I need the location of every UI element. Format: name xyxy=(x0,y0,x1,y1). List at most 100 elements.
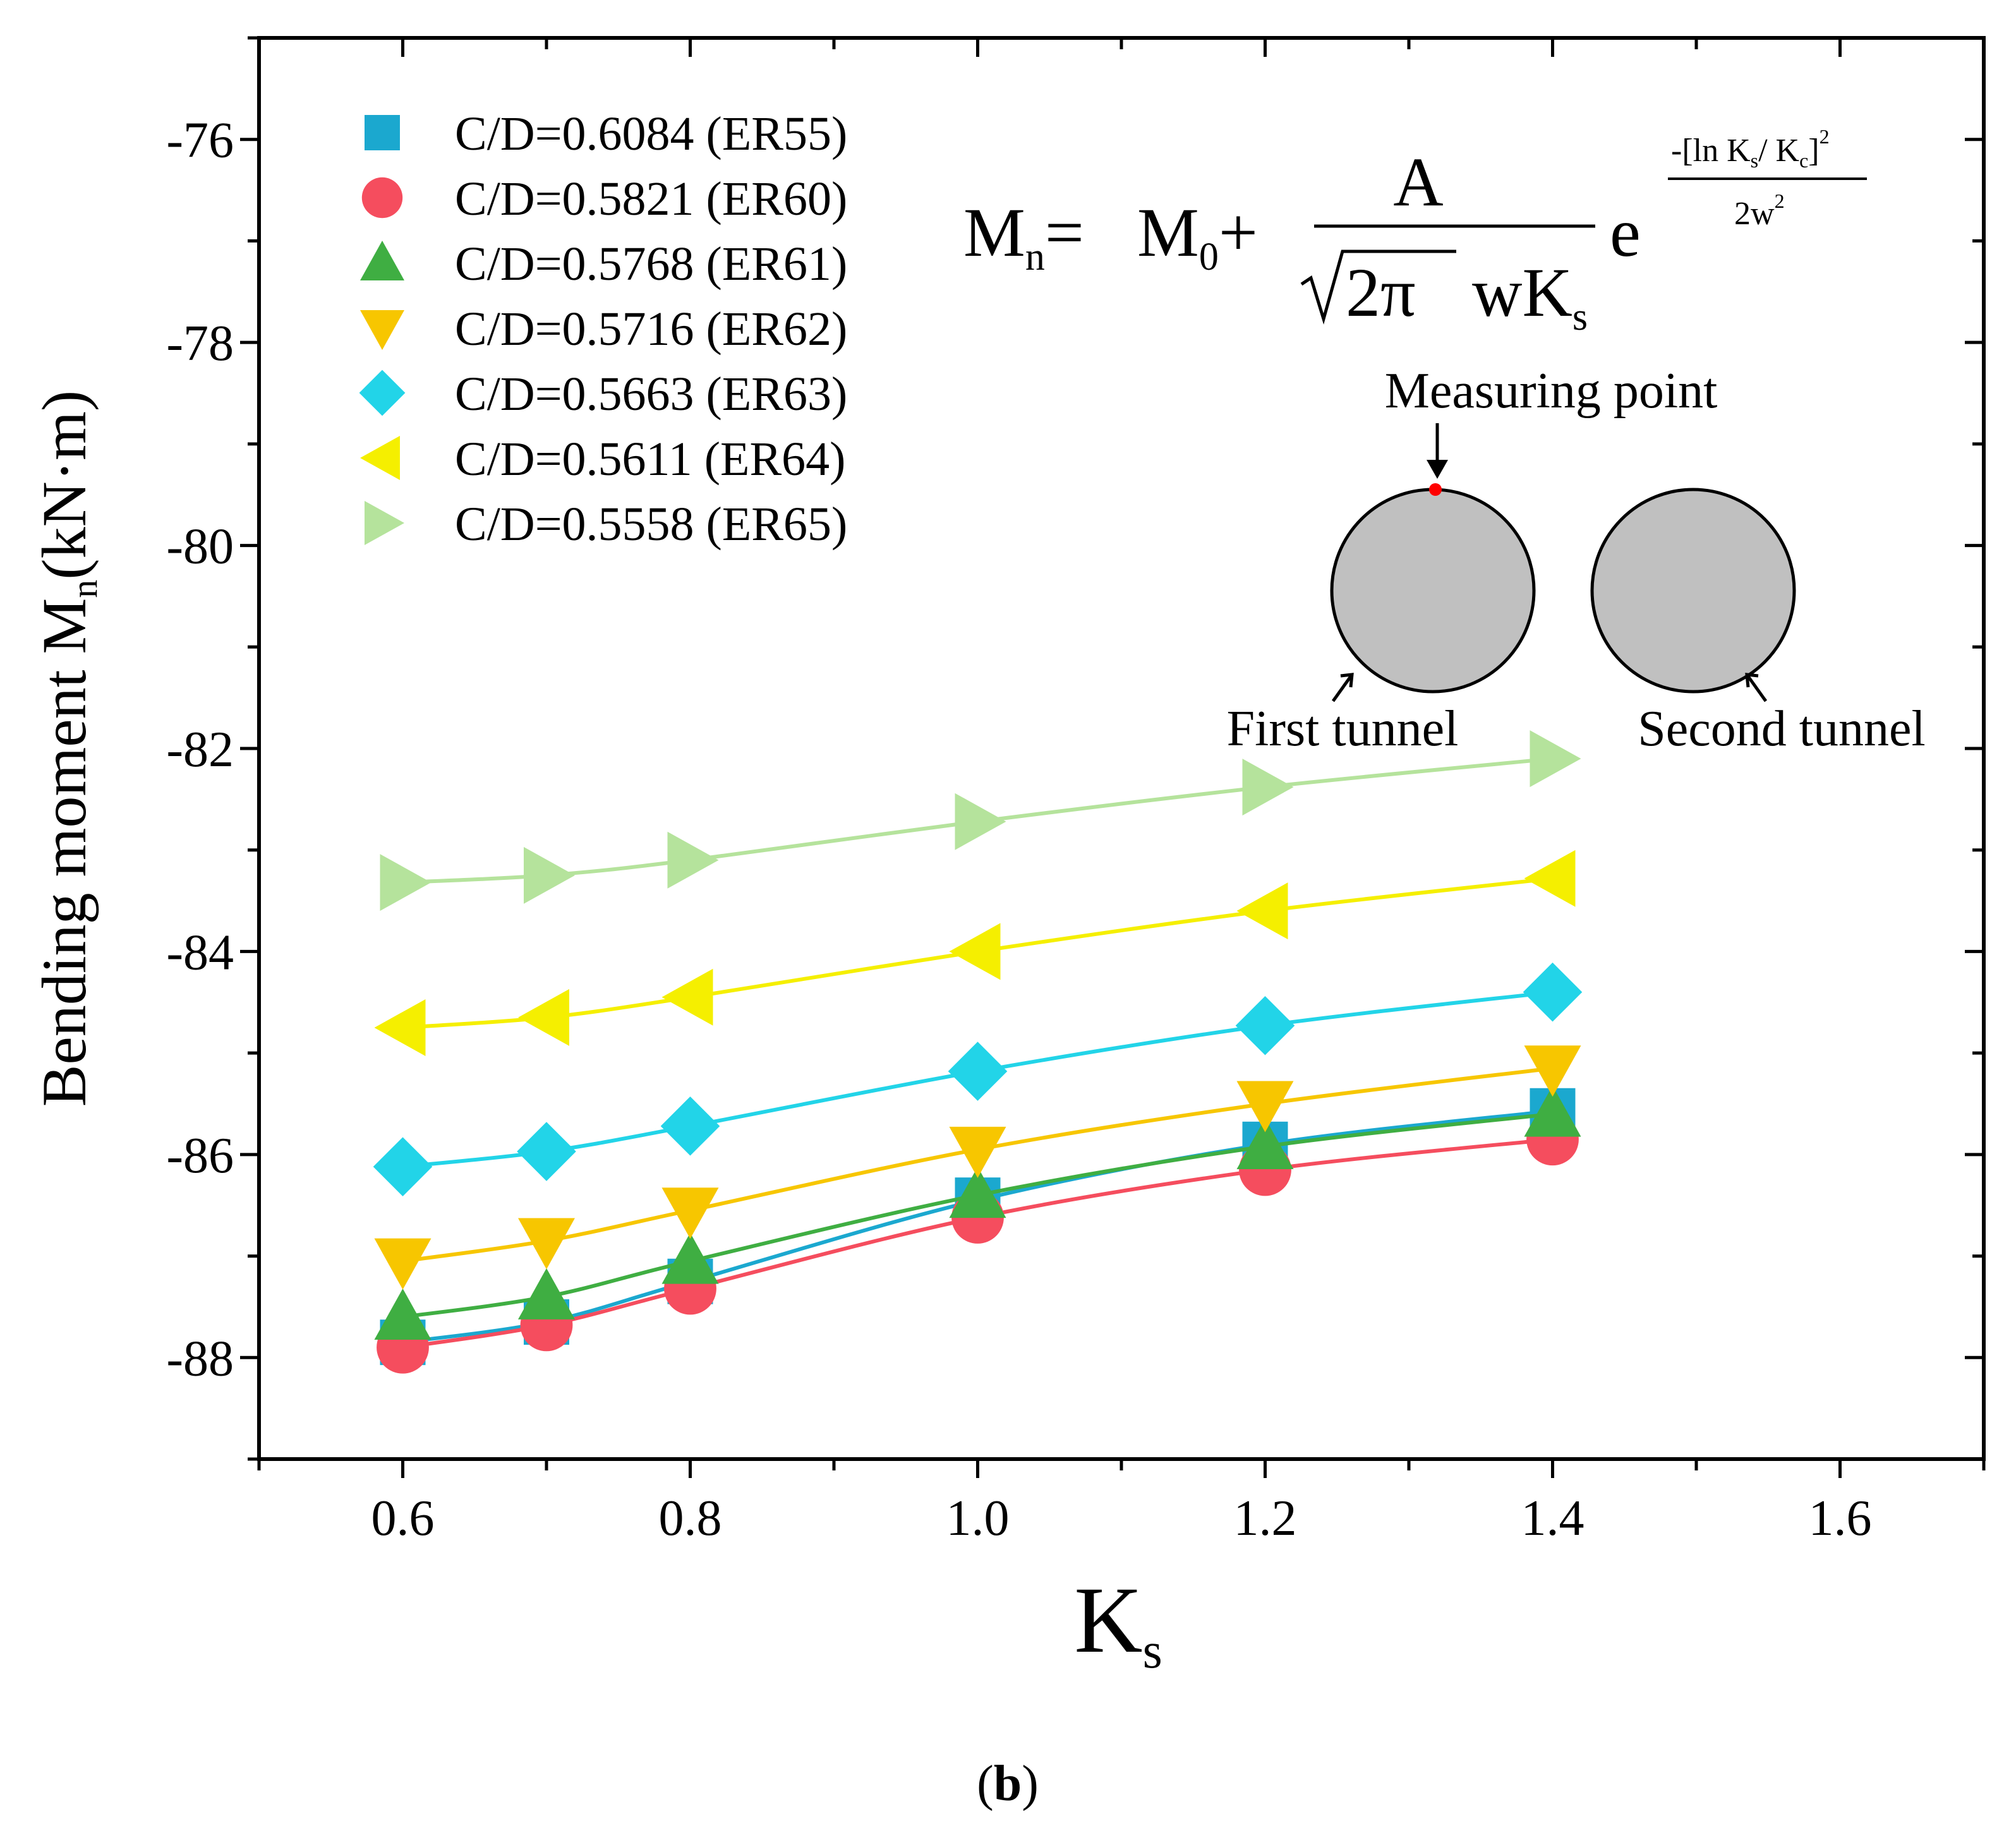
first-tunnel-label: First tunnel xyxy=(1227,701,1459,757)
y-tick-label: -80 xyxy=(166,519,234,575)
data-point xyxy=(1524,850,1576,907)
panel-label: (b) xyxy=(977,1756,1039,1812)
x-tick-label: 0.6 xyxy=(371,1491,435,1546)
x-axis-label: Ks xyxy=(1074,1568,1162,1679)
legend-label: C/D=0.5821 (ER60) xyxy=(455,172,847,225)
data-point xyxy=(661,968,713,1026)
x-axis-label-sub: s xyxy=(1143,1623,1162,1679)
formula-m0-main: M xyxy=(1137,194,1199,271)
y-axis-label: Bending moment Mn(kN·m) xyxy=(29,390,105,1107)
legend-label: C/D=0.5611 (ER64) xyxy=(455,433,845,486)
x-tick-label: 1.0 xyxy=(946,1491,1010,1546)
second-tunnel-arrow xyxy=(1745,673,1768,702)
legend-marker xyxy=(360,436,400,480)
data-point xyxy=(1236,1118,1294,1169)
data-point xyxy=(373,1137,433,1196)
panel-label-letter: b xyxy=(994,1756,1022,1812)
panel-label-close: ) xyxy=(1022,1756,1039,1812)
tick-labels: 0.6 0.8 1.0 1.2 1.4 1.6 -76 -78 -80 -82 -84 -86 -88 xyxy=(166,113,1871,1546)
series-5 xyxy=(373,962,1583,1196)
legend-marker xyxy=(359,370,406,416)
formula-exp-num-sub1: s xyxy=(1751,149,1758,172)
formula-exp-num-mid: / K xyxy=(1758,133,1799,169)
y-tick-label: -84 xyxy=(166,925,234,980)
x-tick-label: 0.8 xyxy=(659,1491,722,1546)
legend-label: C/D=0.5768 (ER61) xyxy=(455,237,847,291)
data-point xyxy=(661,1187,719,1239)
legend-marker xyxy=(365,115,400,150)
formula-denominator-main: wK xyxy=(1472,254,1572,331)
data-point xyxy=(524,846,575,904)
formula-plus: + xyxy=(1219,194,1258,271)
data-point xyxy=(949,1167,1006,1218)
formula-exp-denominator: 2w2 xyxy=(1734,189,1785,232)
measuring-point-arrow-head xyxy=(1427,460,1448,479)
data-point xyxy=(661,1232,719,1284)
panel-label-open: ( xyxy=(977,1756,994,1812)
formula-equals: = xyxy=(1045,194,1084,271)
formula-exp-den-main: 2w xyxy=(1734,196,1775,232)
formula-exp-num-suffix: ] xyxy=(1808,133,1819,169)
legend-label: C/D=0.5558 (ER65) xyxy=(455,498,847,551)
y-axis-label-main: Bending moment M xyxy=(29,598,99,1107)
data-point xyxy=(1530,730,1581,788)
legend-marker xyxy=(361,177,403,219)
measuring-point-label: Measuring point xyxy=(1385,363,1718,419)
formula-sqrt-sign xyxy=(1300,249,1456,325)
x-tick-label: 1.4 xyxy=(1521,1491,1584,1546)
formula-lhs-main: M xyxy=(963,194,1025,271)
data-point xyxy=(1524,1045,1581,1097)
legend: C/D=0.6084 (ER55) C/D=0.5821 (ER60) C/D=0.… xyxy=(359,107,847,551)
data-point xyxy=(374,1289,432,1340)
data-point xyxy=(1236,1081,1294,1133)
x-axis-label-main: K xyxy=(1074,1568,1142,1673)
formula: Mn= M0+ A 2π wKs e -[ln Ks/ Kc]2 2w2 xyxy=(963,125,1867,339)
second-tunnel-label: Second tunnel xyxy=(1638,701,1925,757)
formula-denominator: wKs xyxy=(1472,254,1588,339)
data-point xyxy=(1236,882,1288,940)
data-point xyxy=(1235,995,1295,1055)
data-point xyxy=(948,1042,1008,1101)
y-tick-label: -78 xyxy=(166,316,234,371)
data-point xyxy=(667,831,719,889)
legend-label: C/D=0.5716 (ER62) xyxy=(455,303,847,356)
first-tunnel-arrow xyxy=(1331,673,1354,702)
data-point xyxy=(955,793,1006,850)
formula-e: e xyxy=(1610,194,1641,271)
formula-exp-num-power: 2 xyxy=(1820,125,1830,148)
formula-denominator-sub: s xyxy=(1572,296,1588,339)
x-tick-label: 1.6 xyxy=(1809,1491,1872,1546)
data-point xyxy=(1524,1085,1581,1137)
second-tunnel xyxy=(1590,488,1796,694)
data-point xyxy=(949,923,1001,980)
series-4 xyxy=(374,1045,1581,1290)
formula-exp-numerator: -[ln Ks/ Kc]2 xyxy=(1671,125,1830,172)
series-6 xyxy=(374,850,1576,1056)
legend-marker xyxy=(360,310,404,350)
legend-marker xyxy=(360,241,404,280)
formula-exp-num-sub2: c xyxy=(1799,149,1808,172)
data-point xyxy=(949,1126,1006,1178)
formula-lhs-sub: n xyxy=(1025,236,1045,279)
data-point xyxy=(374,1238,432,1290)
series-7 xyxy=(380,730,1581,911)
legend-label: C/D=0.6084 (ER55) xyxy=(455,107,847,160)
series-3 xyxy=(374,1085,1581,1340)
data-point xyxy=(518,1218,575,1270)
y-tick-label: -82 xyxy=(166,722,234,778)
formula-m0: M0+ xyxy=(1137,194,1258,279)
formula-exp-num-prefix: -[ln K xyxy=(1671,133,1751,169)
data-point xyxy=(518,1268,575,1319)
formula-m0-sub: 0 xyxy=(1199,236,1219,279)
data-point xyxy=(374,999,426,1056)
y-axis-label-unit: (kN·m) xyxy=(29,390,99,580)
formula-lhs: Mn= xyxy=(963,194,1084,279)
data-point xyxy=(660,1097,720,1156)
y-tick-label: -76 xyxy=(166,113,234,169)
tunnel-inset: Measuring point First tunnel Second tunn… xyxy=(1227,363,1926,757)
data-point xyxy=(517,1122,576,1181)
data-point xyxy=(1242,759,1294,816)
plot-frame xyxy=(257,36,1986,1461)
formula-sqrt-arg: 2π xyxy=(1346,254,1416,331)
